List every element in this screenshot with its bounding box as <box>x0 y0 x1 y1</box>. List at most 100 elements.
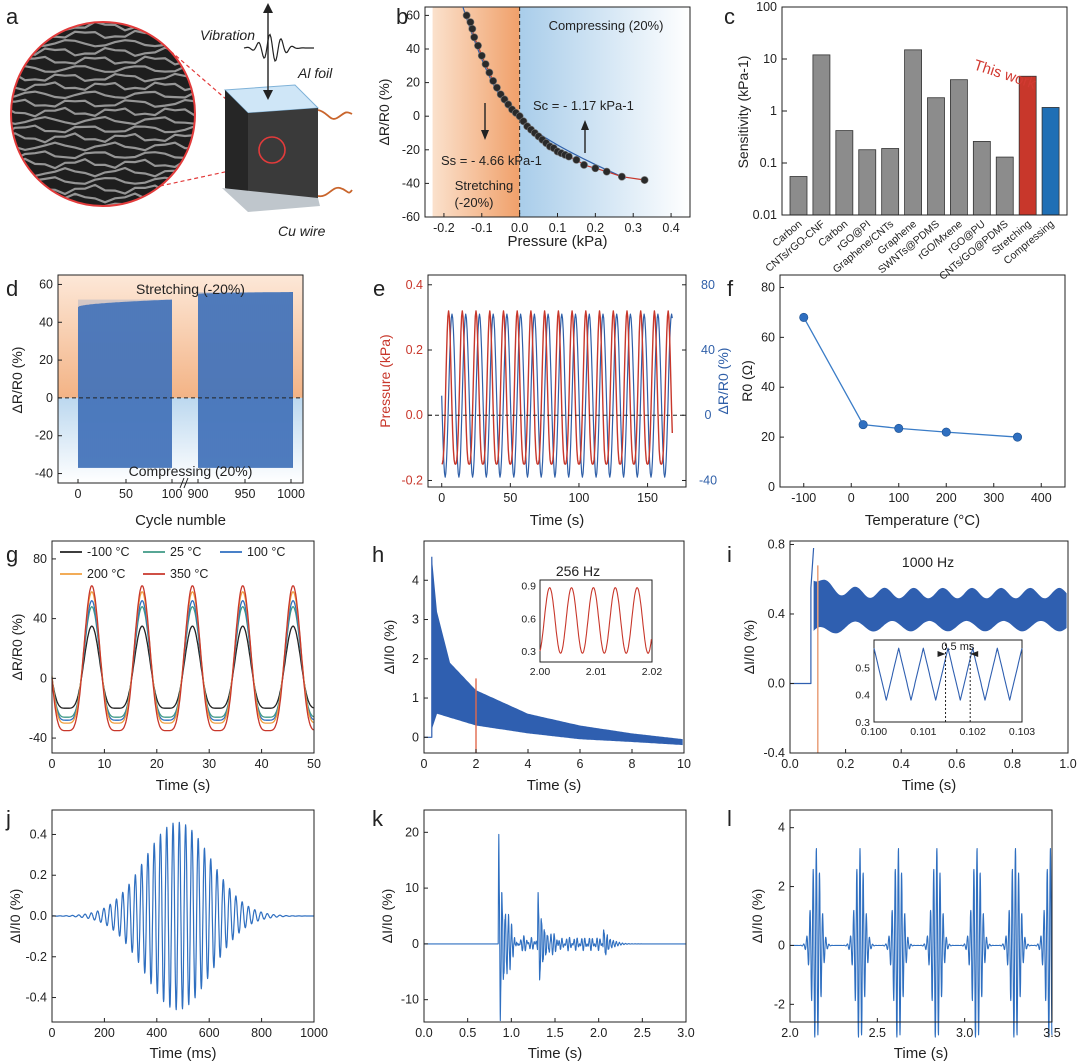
y-tick-label: 2 <box>778 880 785 894</box>
inset-series <box>539 587 652 654</box>
y-tick-label-right: 80 <box>701 278 715 292</box>
baseline <box>790 547 815 685</box>
x-tick-label: 200 <box>94 1026 115 1040</box>
annotation-stretching: Stretching <box>455 178 514 193</box>
bar-3 <box>858 149 877 216</box>
x-tick-label: 4 <box>525 757 532 771</box>
arrow-head-down <box>263 90 273 100</box>
series-resistance <box>441 313 673 478</box>
data-point <box>462 11 471 20</box>
data-point <box>564 152 573 161</box>
bar-5 <box>904 49 922 216</box>
inset-series <box>873 647 1023 701</box>
arrow-head <box>481 130 489 140</box>
data-point <box>799 312 809 322</box>
bar-11 <box>1041 107 1060 216</box>
x-tick-label: 20 <box>150 757 164 771</box>
x-tick-label: 50 <box>503 491 517 505</box>
y-tick-label: -20 <box>35 429 53 443</box>
annotation-compressing: Compressing (20%) <box>129 463 253 479</box>
arrow-head <box>581 120 589 130</box>
data-point <box>591 164 600 173</box>
plot-frame <box>427 274 687 488</box>
data-point <box>1012 432 1022 442</box>
x-tick-label: 0.5 <box>459 1026 476 1040</box>
x-tick-label: 0 <box>49 1026 56 1040</box>
bottom-foil <box>222 188 320 212</box>
y-tick-label: 10 <box>763 52 777 66</box>
x-axis-label: Temperature (°C) <box>865 512 980 529</box>
x-tick-label: 2.0 <box>781 1026 798 1040</box>
y-axis-label: ΔR/R0 (%) <box>9 614 25 681</box>
y-axis-label-right: ΔR/R0 (%) <box>715 348 731 415</box>
plot-frame <box>789 540 1069 754</box>
data-point <box>858 420 868 430</box>
x-tick-label: 800 <box>251 1026 272 1040</box>
inset-y-tick-label: 0.3 <box>855 717 870 729</box>
y-axis-label: Sensitivity (kPa-1) <box>735 56 751 169</box>
y-tick-label: -20 <box>402 143 420 157</box>
y-tick-label: 20 <box>405 825 419 839</box>
y-tick-label-right: 0 <box>705 408 712 422</box>
x-tick-label: 10 <box>97 757 111 771</box>
wire-top <box>317 109 353 120</box>
data-point <box>602 167 611 176</box>
panel-label-f: f <box>727 276 734 301</box>
x-tick-label: -0.2 <box>433 221 455 235</box>
bar-0 <box>789 176 808 216</box>
panel-label-b: b <box>396 4 408 29</box>
y-tick-label: 0.2 <box>30 868 47 882</box>
y-tick-label-right: 40 <box>701 343 715 357</box>
data-point <box>493 83 501 92</box>
x-tick-label: 30 <box>202 757 216 771</box>
x-tick-label: 0 <box>438 491 445 505</box>
x-tick-label: 0.1 <box>549 221 566 235</box>
inset-y-tick-label: 0.5 <box>855 662 870 674</box>
y-tick-label: 20 <box>39 353 53 367</box>
y-tick-label: 80 <box>33 552 47 566</box>
inset-x-tick-label: 2.00 <box>530 666 551 678</box>
panel-label-d: d <box>6 276 18 301</box>
sem-fiber <box>11 132 195 144</box>
sem-fiber <box>11 124 195 136</box>
y-tick-label: 60 <box>406 8 420 22</box>
annotation-stretching: Stretching (-20%) <box>136 281 245 297</box>
y-tick-label: -0.4 <box>763 746 785 760</box>
x-tick-label: 1000 <box>277 487 305 501</box>
data-point <box>489 77 498 85</box>
y-axis-label: ΔI/I0 (%) <box>741 620 757 674</box>
y-tick-label: 3 <box>412 613 419 627</box>
x-tick-label: 0.0 <box>415 1026 432 1040</box>
series-pressure <box>441 310 673 465</box>
y-tick-label: -0.4 <box>25 991 47 1005</box>
y-tick-label: 40 <box>761 380 775 394</box>
y-tick-label: 0 <box>46 391 53 405</box>
x-tick-label: 6 <box>577 757 584 771</box>
y-tick-label: -0.2 <box>25 950 47 964</box>
sem-border <box>10 21 196 207</box>
x-tick-label: 600 <box>199 1026 220 1040</box>
y-tick-label: 0.0 <box>768 676 785 690</box>
y-axis-label: ΔI/I0 (%) <box>381 620 397 674</box>
zoom-circle <box>258 136 286 164</box>
y-axis-label: ΔR/R0 (%) <box>9 347 25 414</box>
inset-x-tick-label: 2.02 <box>642 666 663 678</box>
x-tick-label: 0.2 <box>837 757 854 771</box>
annotation-ss: Ss = - 4.66 kPa-1 <box>441 153 542 168</box>
x-tick-label: 400 <box>1031 491 1052 505</box>
x-tick-label: 0.6 <box>948 757 965 771</box>
y-tick-label: 80 <box>761 280 775 294</box>
data-point <box>640 176 649 184</box>
x-tick-label: 900 <box>188 487 209 501</box>
sem-fiber <box>11 150 195 161</box>
data-point <box>572 155 581 164</box>
x-tick-label: 2 <box>473 757 480 771</box>
x-axis-label: Time (s) <box>528 1045 582 1062</box>
plot-frame <box>51 540 315 754</box>
chart-f: -100 0 100 200 300 400 0 20 40 60 80 Temperature (°… <box>739 274 1066 529</box>
temperature-line <box>803 317 1018 438</box>
legend-label: 350 °C <box>170 567 208 581</box>
y-tick-label: 10 <box>405 881 419 895</box>
y-tick-label: 40 <box>33 612 47 626</box>
